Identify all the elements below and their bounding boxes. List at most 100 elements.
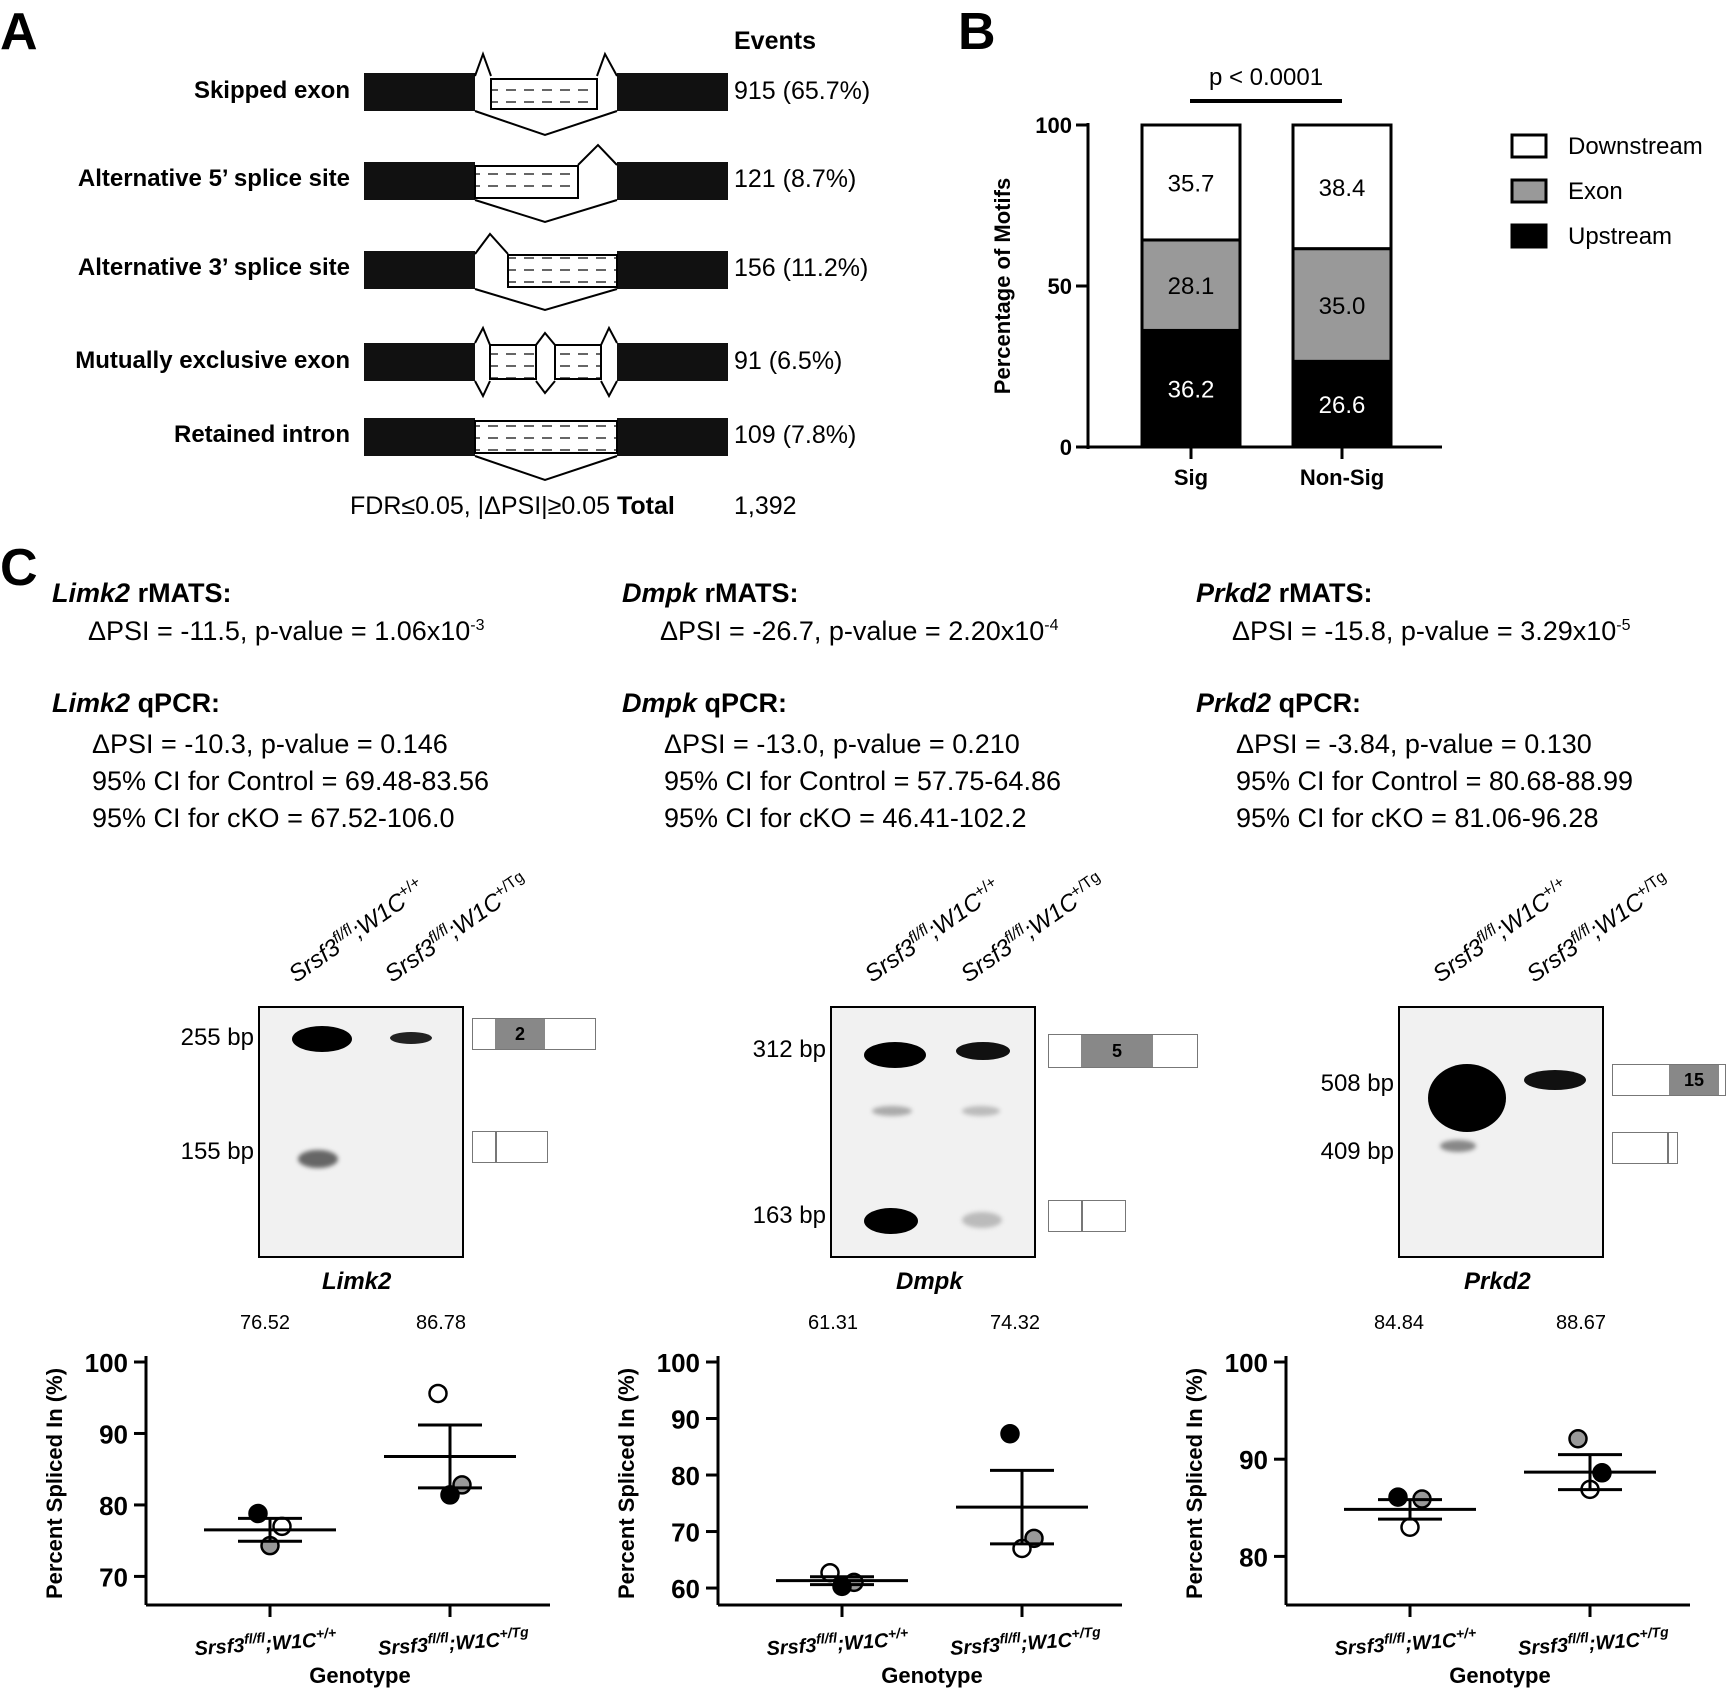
qpcr-psi: ΔPSI = -13.0, p-value = 0.210	[664, 729, 1020, 759]
gel-gene-label: Prkd2	[1464, 1268, 1531, 1295]
data-point	[1568, 1429, 1588, 1449]
gel-band	[298, 1150, 338, 1168]
bar-segment-upstream	[1140, 328, 1242, 449]
y-tick-label: 90	[1239, 1445, 1268, 1475]
isoform-long-diagram: 15	[1612, 1064, 1726, 1096]
footer-total-label: Total	[616, 492, 675, 520]
panel-b-letter: B	[958, 3, 996, 61]
bar-value-label: 38.4	[1319, 175, 1366, 202]
isoform-long-diagram: 2	[472, 1018, 596, 1050]
mean-value-tg: 88.67	[1556, 1312, 1607, 1334]
rmats-label: rMATS:	[1278, 578, 1373, 608]
splicing-event-diagrams	[364, 51, 728, 482]
mean-value-control: 76.52	[240, 1312, 291, 1334]
mean-value-tg: 86.78	[416, 1312, 467, 1334]
gel-band	[390, 1032, 432, 1044]
gene-name: Prkd2	[1196, 578, 1272, 608]
x-axis-label: Genotype	[1449, 1663, 1550, 1688]
ci-control: 95% CI for Control = 57.75-64.86	[664, 766, 1061, 796]
x-tick-label: Sig	[1174, 465, 1208, 490]
gel-band	[1440, 1140, 1476, 1152]
x-axis-label: Genotype	[881, 1663, 982, 1688]
data-point	[1400, 1517, 1420, 1537]
legend-label-upstream: Upstream	[1568, 223, 1672, 250]
isoform-short-diagram	[1048, 1200, 1126, 1232]
qpcr-label: qPCR:	[137, 688, 221, 718]
y-axis-label: Percent Spliced In (%)	[1182, 1368, 1207, 1599]
gel-image-limk2	[258, 1006, 464, 1258]
gel-image-dmpk	[830, 1006, 1036, 1258]
event-label-alt3: Alternative 3’ splice site	[77, 254, 350, 281]
rmats-psi: ΔPSI = -26.7, p-value = 2.20x10	[660, 616, 1045, 646]
dmpk-qpcr-stats: ΔPSI = -13.0, p-value = 0.210 95% CI for…	[664, 726, 1061, 837]
panel-c-letter: C	[0, 539, 38, 597]
gene-name: Limk2	[52, 578, 131, 608]
y-tick-label: 100	[85, 1348, 128, 1378]
rmats-exp: -4	[1044, 617, 1059, 634]
rmats-exp: -3	[470, 617, 485, 634]
bar-segment-exon	[1291, 247, 1393, 363]
legend-swatch-upstream	[1510, 223, 1548, 249]
gene-name: Dmpk	[622, 688, 698, 718]
diagram-retained-intron	[364, 418, 728, 482]
ci-cko: 95% CI for cKO = 46.41-102.2	[664, 803, 1027, 833]
rmats-exp: -5	[1616, 617, 1631, 634]
y-tick-label: 90	[671, 1405, 700, 1435]
prkd2-rmats-stats: ΔPSI = -15.8, p-value = 3.29x10-5	[1232, 616, 1631, 647]
mean-value-tg: 74.32	[990, 1312, 1041, 1334]
legend-label-downstream: Downstream	[1568, 133, 1703, 160]
y-tick-label: 50	[1048, 274, 1072, 299]
diagram-alt3	[364, 232, 728, 312]
mean-value-control: 84.84	[1374, 1312, 1425, 1334]
bar-value-label: 26.6	[1319, 392, 1366, 419]
qpcr-label: qPCR:	[1278, 688, 1362, 718]
gel-band	[1428, 1064, 1506, 1132]
y-tick-label: 80	[1239, 1542, 1268, 1572]
gene-name: Limk2	[52, 688, 131, 718]
prkd2-qpcr-title: Prkd2 qPCR:	[1196, 688, 1361, 719]
ci-control: 95% CI for Control = 80.68-88.99	[1236, 766, 1633, 796]
qpcr-psi: ΔPSI = -3.84, p-value = 0.130	[1236, 729, 1592, 759]
panel-a-letter: A	[0, 3, 38, 61]
legend-swatch-downstream	[1510, 133, 1548, 159]
events-header: Events	[734, 27, 816, 55]
gel-band	[864, 1208, 918, 1234]
event-count-retained-intron: 109 (7.8%)	[734, 421, 857, 449]
event-label-retained-intron: Retained intron	[173, 421, 350, 448]
bar-segment-downstream	[1140, 123, 1242, 242]
band-size-bottom: 155 bp	[180, 1138, 254, 1165]
isoform-long-diagram: 5	[1048, 1034, 1198, 1068]
prkd2-qpcr-stats: ΔPSI = -3.84, p-value = 0.130 95% CI for…	[1236, 726, 1633, 837]
y-tick-label: 0	[1060, 435, 1072, 460]
event-count-skipped-exon: 915 (65.7%)	[734, 77, 871, 105]
x-tick-label: Srsf3fl/fl;W1C+/Tg	[949, 1623, 1102, 1660]
limk2-qpcr-title: Limk2 qPCR:	[52, 688, 220, 719]
x-tick-label: Srsf3fl/fl;W1C+/+	[194, 1624, 338, 1660]
x-tick-label: Srsf3fl/fl;W1C+/+	[1334, 1624, 1478, 1660]
y-tick-label: 60	[671, 1574, 700, 1604]
limk2-qpcr-stats: ΔPSI = -10.3, p-value = 0.146 95% CI for…	[92, 726, 489, 837]
ci-control: 95% CI for Control = 69.48-83.56	[92, 766, 489, 796]
prkd2-rmats-title: Prkd2 rMATS:	[1196, 578, 1373, 609]
mean-value-control: 61.31	[808, 1312, 859, 1334]
gel-band	[872, 1106, 912, 1116]
y-tick-label: 70	[99, 1562, 128, 1592]
qpcr-psi: ΔPSI = -10.3, p-value = 0.146	[92, 729, 448, 759]
gel-image-prkd2	[1398, 1006, 1604, 1258]
y-tick-label: 100	[1035, 113, 1072, 138]
gel-gene-label: Limk2	[322, 1268, 392, 1295]
y-axis-label: Percent Spliced In (%)	[42, 1368, 67, 1599]
data-point	[272, 1516, 292, 1537]
y-axis-label: Percent Spliced In (%)	[614, 1368, 639, 1599]
bar-value-label: 36.2	[1168, 377, 1215, 404]
footer-total-value: 1,392	[734, 492, 797, 520]
gene-name: Prkd2	[1196, 688, 1272, 718]
data-point	[1388, 1487, 1408, 1507]
diagram-skipped-exon	[364, 51, 728, 137]
bar-value-label: 28.1	[1168, 273, 1215, 300]
footer-criteria: FDR≤0.05, |ΔPSI|≥0.05	[350, 492, 611, 520]
psi-plot-dmpk: 60 70 80 90 100 Percent Spliced In (%) Srsf3fl…	[614, 1348, 1122, 1688]
legend-label-exon: Exon	[1568, 178, 1623, 205]
bar-segment-upstream	[1291, 359, 1393, 449]
x-tick-label: Srsf3fl/fl;W1C+/Tg	[377, 1623, 530, 1660]
